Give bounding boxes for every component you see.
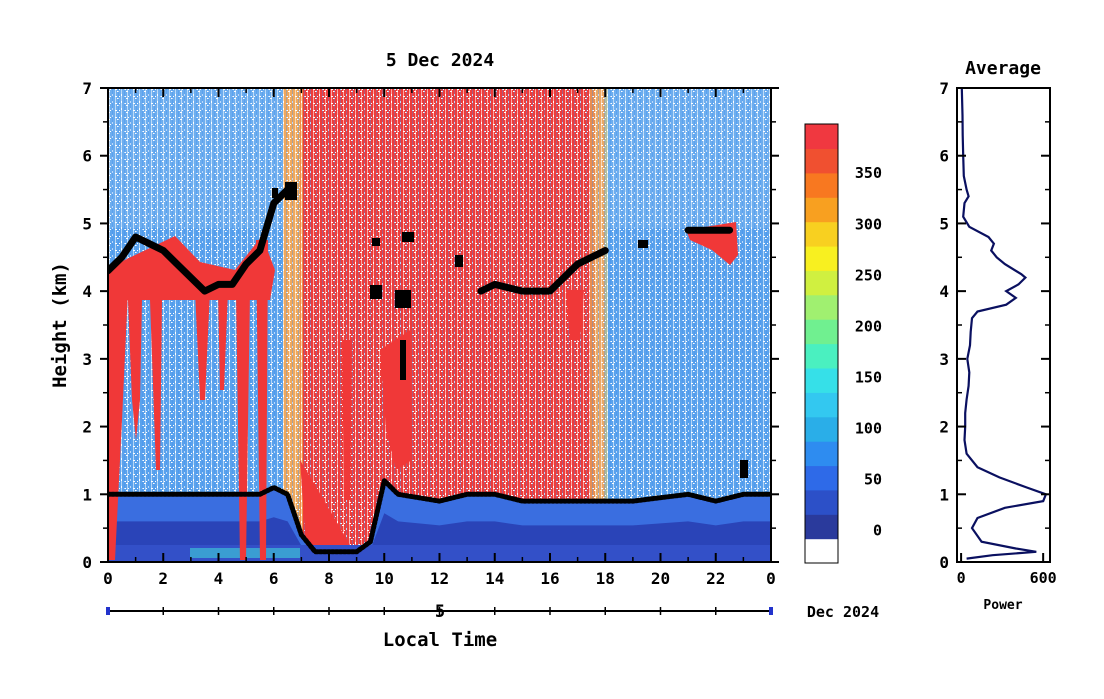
y-tick-label: 3 xyxy=(82,350,92,369)
avg-y-tick-label: 4 xyxy=(939,282,949,301)
colorbar-cell xyxy=(805,294,838,320)
avg-y-tick-label: 2 xyxy=(939,418,949,437)
colorbar-cell xyxy=(805,392,838,418)
y-axis-label: Height (km) xyxy=(49,262,71,388)
y-tick-label: 2 xyxy=(82,418,92,437)
average-profile-panel: 0 1 2 3 4 5 6 7 0 600 Average Power xyxy=(939,58,1056,613)
x-tick-label: 8 xyxy=(324,569,334,588)
colorbar-cell xyxy=(805,148,838,174)
x-tick-label: 18 xyxy=(596,569,615,588)
avg-y-tick-label: 1 xyxy=(939,485,949,504)
colorbar-labels: 0 50 100 150 200 250 300 350 xyxy=(855,164,882,539)
y-tick-label: 0 xyxy=(82,553,92,572)
date-bar: 5 Dec 2024 xyxy=(106,602,879,622)
avg-y-tick-label: 3 xyxy=(939,350,949,369)
colorbar-cell xyxy=(805,197,838,223)
boundary-layer-top-markers xyxy=(108,478,771,555)
colorbar-cell xyxy=(805,538,838,564)
avg-y-tick-label: 0 xyxy=(939,553,949,572)
colorbar-label: 100 xyxy=(855,419,882,437)
heatmap-field xyxy=(108,88,771,562)
x-tick-label: 0 xyxy=(103,569,113,588)
colorbar-cell xyxy=(805,465,838,491)
date-bar-end-cap xyxy=(769,607,773,615)
x-tick-label: 10 xyxy=(375,569,394,588)
scattered-cloud-markers xyxy=(272,182,748,478)
average-title: Average xyxy=(965,58,1041,79)
colorbar-label: 0 xyxy=(873,522,882,540)
month-label: Dec 2024 xyxy=(807,603,879,621)
colorbar-cell xyxy=(805,343,838,369)
x-tick-label: 6 xyxy=(269,569,279,588)
colorbar-label: 250 xyxy=(855,266,882,284)
colorbar-cell xyxy=(805,124,838,149)
colorbar-cell xyxy=(805,221,838,247)
avg-y-tick-label: 7 xyxy=(939,79,949,98)
colorbar-cells xyxy=(805,124,838,564)
colorbar-cell xyxy=(805,367,838,393)
y-tick-label: 4 xyxy=(82,282,92,301)
colorbar-cell xyxy=(805,319,838,345)
chart-title: 5 Dec 2024 xyxy=(386,50,495,71)
average-plot-frame xyxy=(956,87,1051,563)
colorbar-label: 300 xyxy=(855,215,882,233)
colorbar-label: 350 xyxy=(855,164,882,182)
colorbar-cell xyxy=(805,270,838,296)
avg-x-tick-label: 0 xyxy=(957,569,966,587)
colorbar-label: 150 xyxy=(855,368,882,386)
colorbar-label: 200 xyxy=(855,317,882,335)
y-tick-label: 6 xyxy=(82,147,92,166)
colorbar-cell xyxy=(805,441,838,467)
x-axis-label: Local Time xyxy=(383,629,497,651)
colorbar: 0 50 100 150 200 250 300 350 xyxy=(804,123,882,564)
colorbar-frame xyxy=(804,123,839,564)
x-tick-label: 20 xyxy=(651,569,670,588)
average-profile-line xyxy=(960,87,1048,560)
y-tick-label: 1 xyxy=(82,485,92,504)
colorbar-cell xyxy=(805,489,838,515)
x-tick-label: 12 xyxy=(430,569,449,588)
colorbar-cell xyxy=(805,416,838,442)
colorbar-label: 50 xyxy=(864,470,882,488)
cloud-base-markers xyxy=(108,186,734,295)
colorbar-cell xyxy=(805,514,838,540)
x-tick-label: 0 xyxy=(766,569,776,588)
stripe-overlay xyxy=(108,88,771,562)
x-tick-label: 4 xyxy=(214,569,224,588)
average-x-axis-label: Power xyxy=(983,598,1022,613)
x-tick-label: 22 xyxy=(706,569,725,588)
x-tick-label: 16 xyxy=(540,569,559,588)
x-tick-label: 14 xyxy=(485,569,504,588)
y-tick-label: 5 xyxy=(82,214,92,233)
colorbar-cell xyxy=(805,245,838,271)
x-tick-label: 2 xyxy=(158,569,168,588)
avg-x-tick-label: 600 xyxy=(1030,569,1057,587)
avg-y-tick-label: 5 xyxy=(939,214,949,233)
colorbar-cell xyxy=(805,172,838,198)
day-label: 5 xyxy=(435,602,445,622)
average-axes: 0 1 2 3 4 5 6 7 0 600 xyxy=(939,79,1056,587)
avg-y-tick-label: 6 xyxy=(939,147,949,166)
date-bar-start-cap xyxy=(106,607,110,615)
y-tick-label: 7 xyxy=(82,79,92,98)
